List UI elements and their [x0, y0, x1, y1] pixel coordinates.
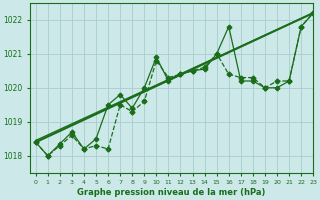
X-axis label: Graphe pression niveau de la mer (hPa): Graphe pression niveau de la mer (hPa)	[77, 188, 266, 197]
